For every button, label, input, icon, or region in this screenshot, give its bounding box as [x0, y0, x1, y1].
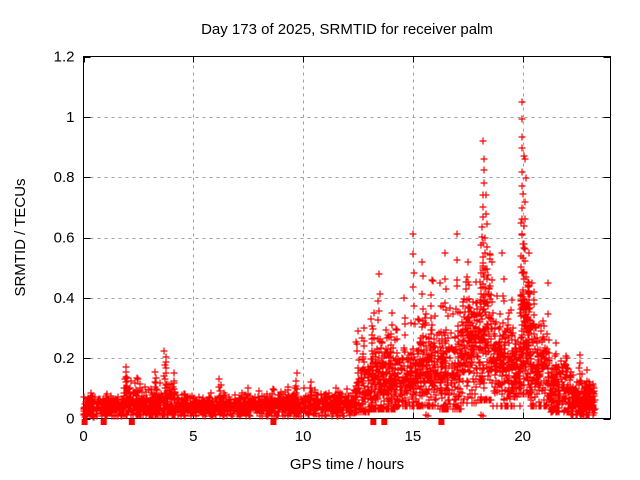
zero-value-marker — [128, 419, 135, 425]
y-tick-label: 0 — [66, 411, 74, 428]
y-tick-label: 0.8 — [54, 169, 75, 186]
y-axis-label: SRMTID / TECUs — [12, 178, 29, 296]
y-tick-label: 1 — [66, 109, 74, 126]
zero-value-marker — [370, 419, 377, 425]
y-tick-label: 0.6 — [54, 230, 75, 247]
zero-value-marker — [438, 419, 445, 425]
zero-value-marker — [100, 419, 107, 425]
zero-value-marker — [270, 419, 277, 425]
y-tick-labels: 0 0.2 0.4 0.6 0.8 1 1.2 — [54, 49, 75, 428]
x-tick-label: 20 — [514, 428, 531, 445]
zero-value-marker — [81, 419, 88, 425]
zero-markers — [81, 419, 445, 425]
x-tick-label: 15 — [405, 428, 422, 445]
x-tick-labels: 0 5 10 15 20 — [79, 428, 531, 445]
y-tick-label: 0.4 — [54, 290, 75, 307]
x-tick-label: 10 — [295, 428, 312, 445]
x-tick-label: 5 — [189, 428, 197, 445]
x-tick-label: 0 — [79, 428, 87, 445]
zero-value-marker — [381, 419, 388, 425]
y-tick-label: 1.2 — [54, 49, 75, 66]
scatter-points — [80, 98, 599, 421]
y-tick-label: 0.2 — [54, 350, 75, 367]
plot-frame — [83, 56, 611, 419]
x-axis-label: GPS time / hours — [290, 456, 404, 473]
chart-title: Day 173 of 2025, SRMTID for receiver pal… — [201, 21, 493, 38]
